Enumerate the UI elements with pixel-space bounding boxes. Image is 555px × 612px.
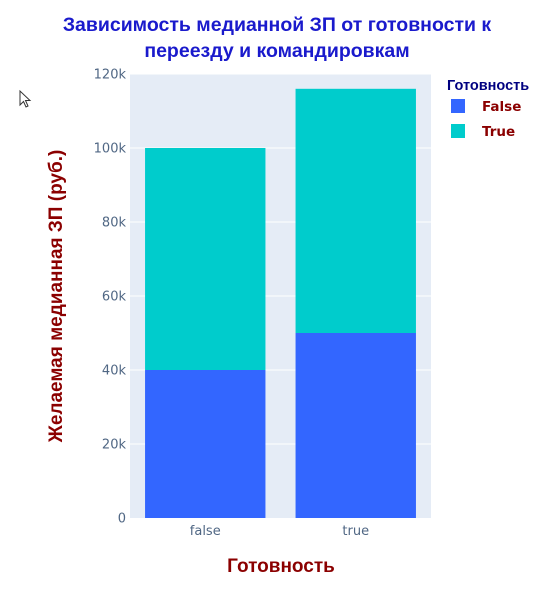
y-tick-label: 40k [102,364,127,379]
bar-false-false[interactable] [145,370,265,518]
chart-title-line-2: переезду и командировкам [144,40,409,62]
y-tick-label: 60k [102,290,127,305]
x-tick-label: false [190,524,221,539]
legend-swatch-false[interactable] [451,99,465,113]
x-tick-label: true [342,524,369,539]
legend-label-true[interactable]: True [482,124,515,140]
y-tick-label: 100k [94,142,127,157]
y-tick-label: 0 [118,512,126,527]
y-tick-label: 120k [94,68,127,83]
y-axis-title: Желаемая медианная ЗП (руб.) [46,150,67,444]
bar-true-false[interactable] [296,333,416,518]
x-axis-title: Готовность [227,556,335,577]
legend-swatch-true[interactable] [451,124,465,138]
legend-label-false[interactable]: False [482,99,521,115]
x-axis-ticks: false true [190,524,369,539]
legend-title: Готовность [447,78,529,94]
y-tick-label: 20k [102,438,127,453]
mouse-cursor-icon [20,91,30,107]
bar-false-true[interactable] [145,148,265,370]
chart-title-line-1: Зависимость медианной ЗП от готовности к [63,14,492,36]
bar-true-true[interactable] [296,89,416,333]
y-axis-ticks: 0 20k 40k 60k 80k 100k 120k [94,68,127,527]
y-tick-label: 80k [102,216,127,231]
